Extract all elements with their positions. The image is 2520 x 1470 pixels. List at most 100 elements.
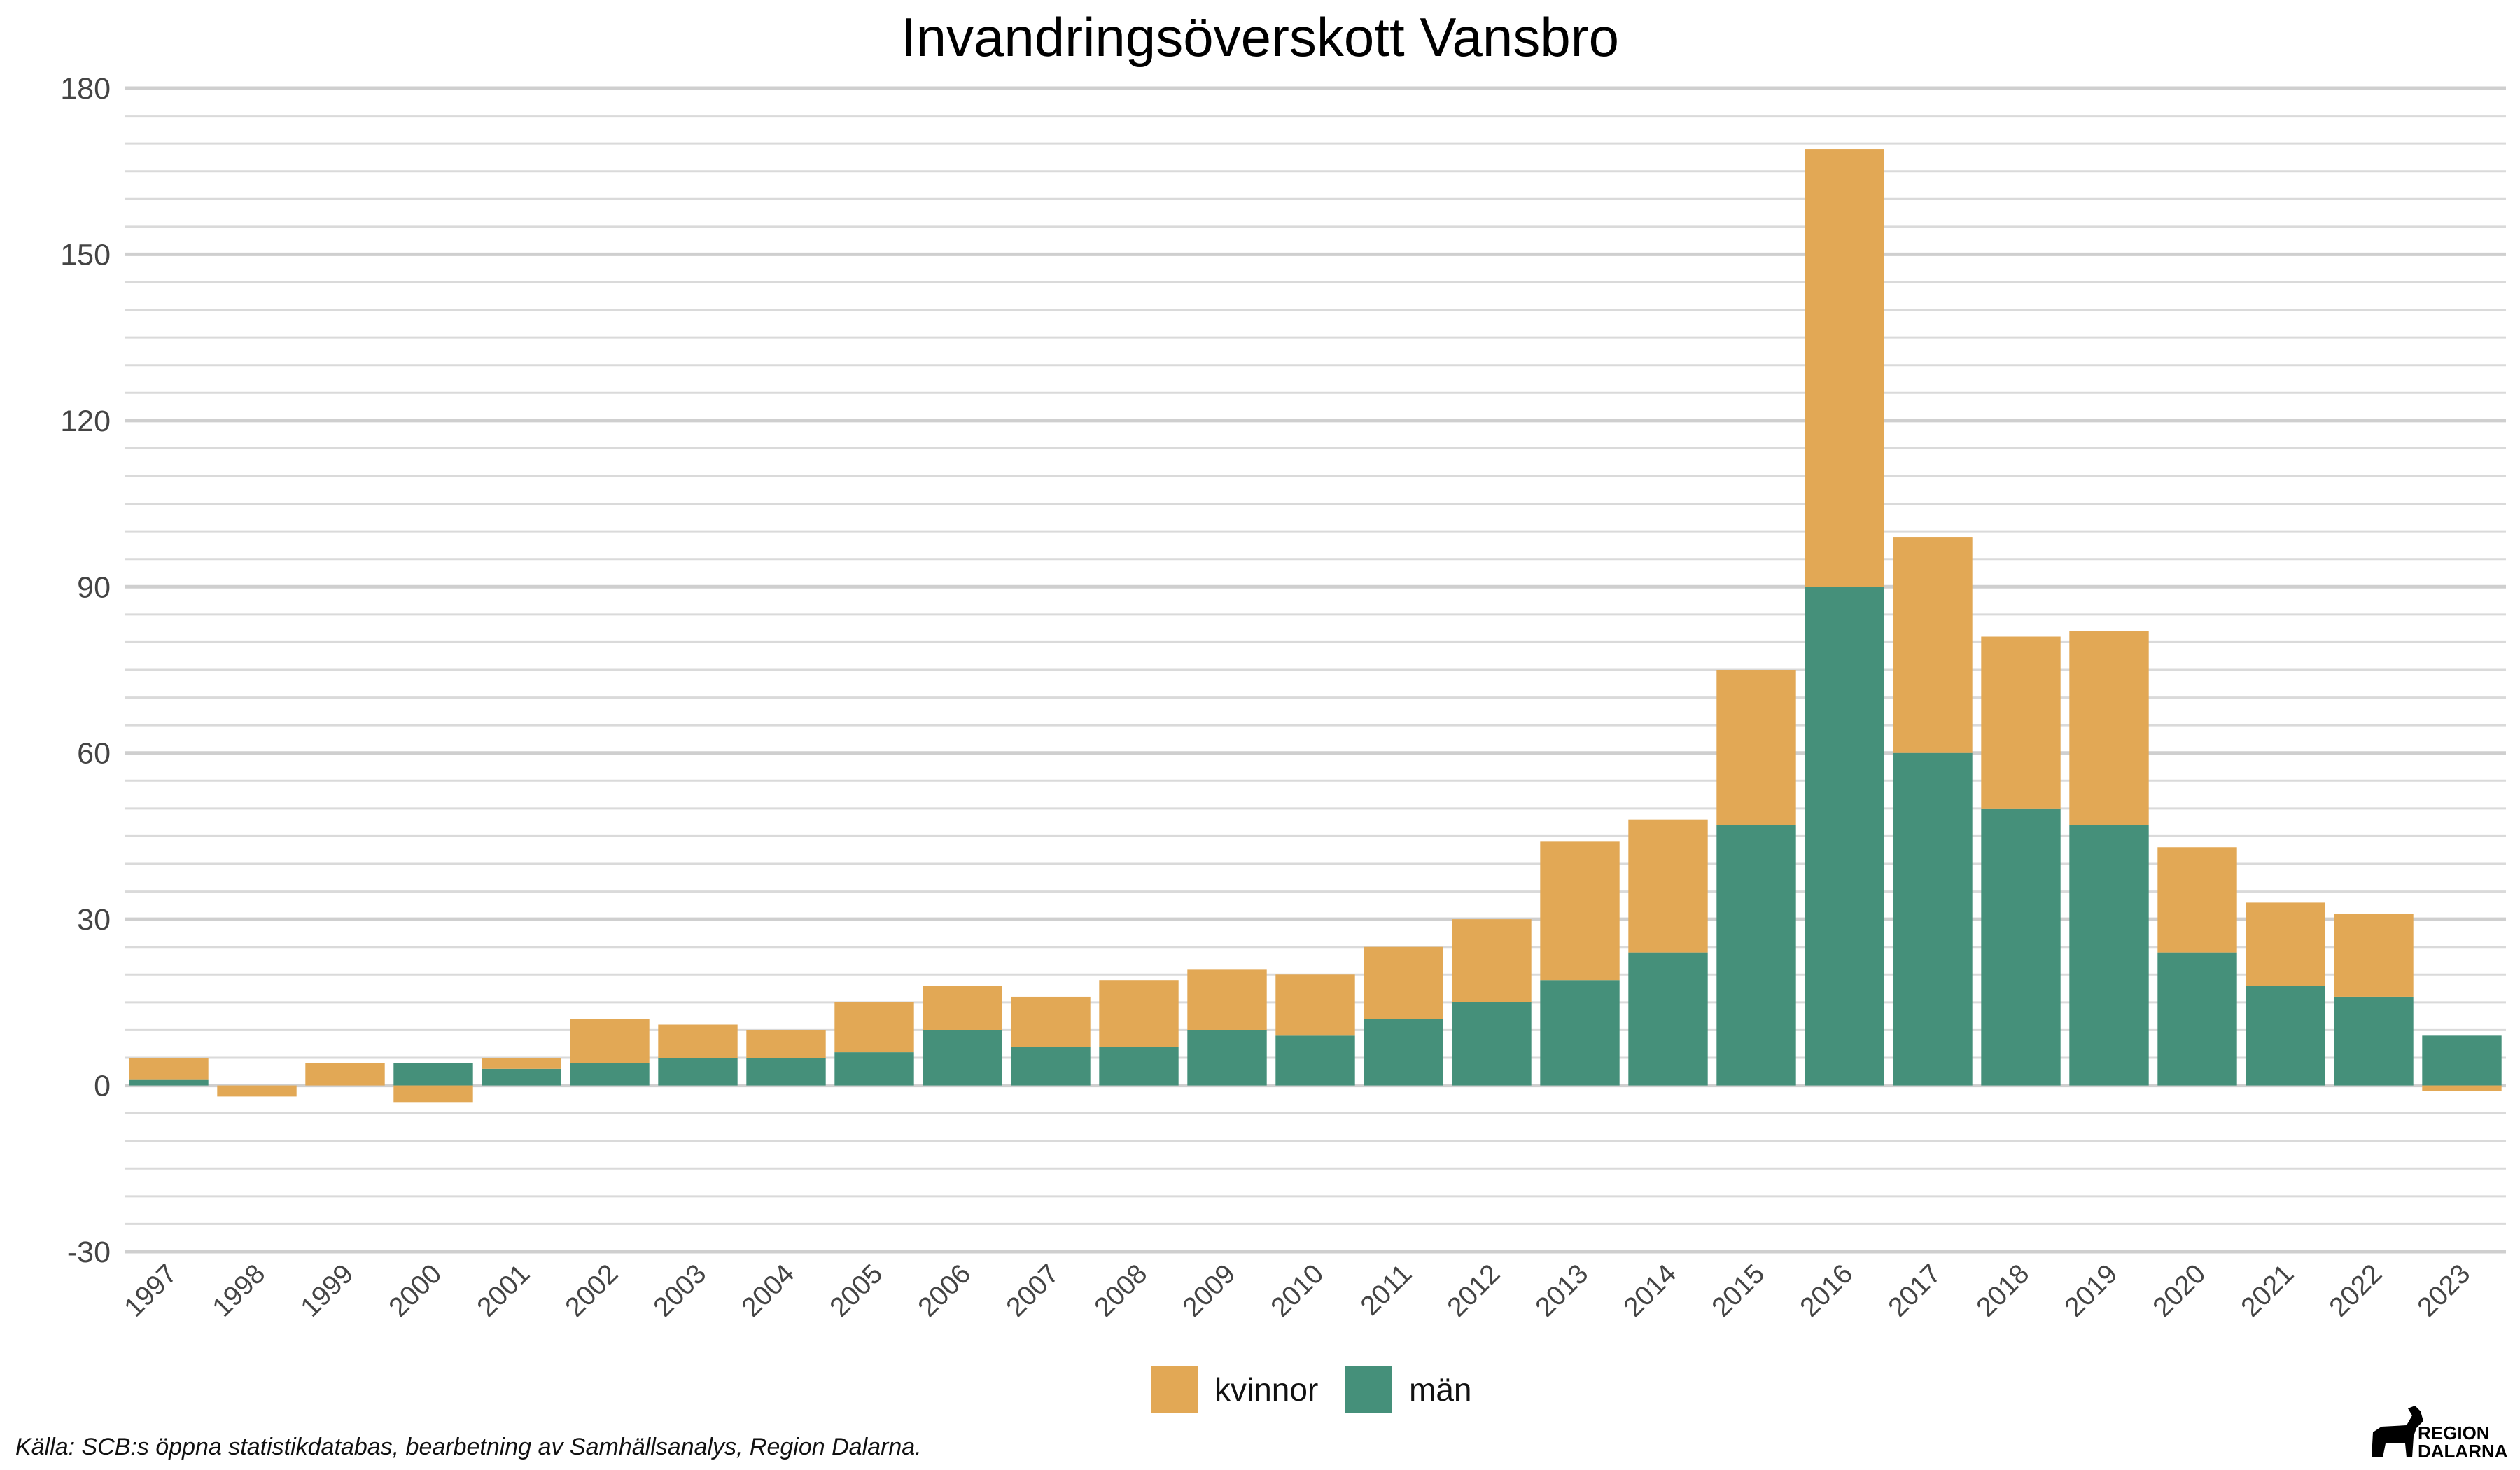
bar-man-2021 (2246, 986, 2325, 1086)
x-tick-label: 2010 (1266, 1259, 1330, 1323)
legend-label-kvinnor: kvinnor (1214, 1371, 1318, 1408)
bar-kvinnor-2014 (1628, 819, 1708, 953)
bar-man-2003 (658, 1058, 738, 1086)
x-tick-label: 2016 (1795, 1259, 1859, 1323)
bar-kvinnor-2013 (1540, 841, 1620, 981)
x-tick-label: 2015 (1707, 1259, 1771, 1323)
x-tick-label: 2006 (913, 1259, 977, 1323)
bar-man-2023 (2422, 1035, 2502, 1086)
source-caption: Källa: SCB:s öppna statistikdatabas, bea… (15, 1434, 922, 1460)
bar-man-2017 (1893, 752, 1973, 1086)
bar-man-2020 (2157, 952, 2237, 1086)
bar-kvinnor-2010 (1275, 974, 1355, 1036)
bar-kvinnor-1998 (217, 1085, 297, 1097)
x-tick-label: 2021 (2236, 1259, 2300, 1323)
bar-man-2010 (1275, 1035, 1355, 1086)
chart-title: Invandringsöverskott Vansbro (901, 6, 1619, 68)
bar-kvinnor-2005 (834, 1002, 914, 1053)
bar-man-2008 (1099, 1046, 1179, 1086)
bar-kvinnor-2020 (2157, 847, 2237, 953)
y-tick-label: 0 (94, 1070, 111, 1103)
bar-man-2011 (1364, 1018, 1443, 1086)
bar-man-2009 (1187, 1030, 1267, 1086)
bar-man-2022 (2334, 996, 2414, 1086)
bar-kvinnor-2009 (1187, 969, 1267, 1030)
x-tick-label: 2002 (560, 1259, 624, 1323)
bar-kvinnor-2018 (1981, 636, 2061, 808)
x-tick-label: 2003 (648, 1259, 713, 1323)
bar-kvinnor-2019 (2069, 631, 2149, 825)
y-tick-label: -30 (67, 1236, 111, 1269)
bar-man-2018 (1981, 808, 2061, 1086)
x-tick-label: 2001 (472, 1259, 536, 1323)
x-tick-label: 2018 (1971, 1259, 2036, 1323)
x-tick-label: 2019 (2059, 1259, 2124, 1323)
bar-kvinnor-1999 (305, 1063, 385, 1086)
y-tick-label: 180 (60, 72, 111, 106)
bar-man-2002 (570, 1063, 650, 1086)
bar-man-2007 (1011, 1046, 1091, 1086)
legend: kvinnor män (1152, 1366, 1471, 1413)
y-axis-tick-labels: -30 0 30 60 90 120 150 180 (60, 72, 111, 1269)
x-axis-tick-labels: 1997 1998 1999 2000 2001 2002 2003 2004 2005 2006… (119, 1259, 2477, 1323)
x-tick-label: 2004 (736, 1259, 801, 1323)
bar-man-2013 (1540, 980, 1620, 1086)
bar-kvinnor-2003 (658, 1024, 738, 1058)
bar-kvinnor-2021 (2246, 902, 2325, 986)
bar-man-2019 (2069, 825, 2149, 1086)
x-tick-label: 2020 (2148, 1259, 2212, 1323)
bar-kvinnor-2015 (1716, 670, 1796, 825)
bar-man-2005 (834, 1052, 914, 1086)
bar-kvinnor-1997 (129, 1058, 209, 1080)
region-dalarna-logo: REGION DALARNA (2372, 1406, 2508, 1462)
bar-kvinnor-2007 (1011, 996, 1091, 1047)
legend-swatch-man (1345, 1366, 1392, 1413)
legend-swatch-kvinnor (1152, 1366, 1198, 1413)
bar-man-2012 (1452, 1002, 1532, 1086)
bar-man-1997 (129, 1079, 209, 1086)
x-tick-label: 2007 (1001, 1259, 1065, 1323)
bar-kvinnor-2023 (2422, 1085, 2502, 1091)
bar-man-2014 (1628, 952, 1708, 1086)
x-tick-label: 2000 (384, 1259, 448, 1323)
x-tick-label: 2017 (1883, 1259, 1947, 1323)
bar-man-2006 (923, 1030, 1002, 1086)
bar-kvinnor-2006 (923, 986, 1002, 1030)
y-tick-label: 30 (77, 903, 111, 937)
y-tick-label: 150 (60, 238, 111, 272)
x-tick-label: 2014 (1618, 1259, 1683, 1323)
logo-text-line2: DALARNA (2418, 1441, 2508, 1462)
bar-kvinnor-2011 (1364, 946, 1443, 1019)
x-tick-label: 2023 (2412, 1259, 2477, 1323)
x-tick-label: 2005 (825, 1259, 889, 1323)
x-tick-label: 2013 (1530, 1259, 1595, 1323)
bar-man-2004 (746, 1058, 826, 1086)
bar-kvinnor-2004 (746, 1030, 826, 1058)
bar-kvinnor-2012 (1452, 919, 1532, 1002)
bar-kvinnor-2008 (1099, 980, 1179, 1047)
y-tick-label: 120 (60, 405, 111, 438)
legend-label-man: män (1409, 1371, 1471, 1408)
x-tick-label: 2011 (1355, 1259, 1418, 1322)
x-tick-label: 2009 (1177, 1259, 1242, 1323)
bar-kvinnor-2016 (1805, 149, 1884, 587)
bar-kvinnor-2022 (2334, 913, 2414, 997)
y-tick-label: 60 (77, 737, 111, 771)
dala-horse-icon (2372, 1406, 2423, 1457)
bar-kvinnor-2001 (482, 1058, 561, 1069)
bar-man-2015 (1716, 825, 1796, 1086)
bar-kvinnor-2000 (393, 1085, 473, 1102)
x-tick-label: 2012 (1442, 1259, 1506, 1323)
bar-kvinnor-2002 (570, 1018, 650, 1063)
bar-man-2016 (1805, 587, 1884, 1086)
x-tick-label: 1997 (119, 1259, 183, 1323)
y-tick-label: 90 (77, 570, 111, 604)
bar-man-2000 (393, 1063, 473, 1086)
x-tick-label: 2008 (1089, 1259, 1154, 1323)
bars (129, 149, 2502, 1102)
bar-kvinnor-2017 (1893, 537, 1973, 753)
x-tick-label: 1999 (295, 1259, 360, 1323)
x-tick-label: 1998 (207, 1259, 272, 1323)
x-tick-label: 2022 (2324, 1259, 2388, 1323)
